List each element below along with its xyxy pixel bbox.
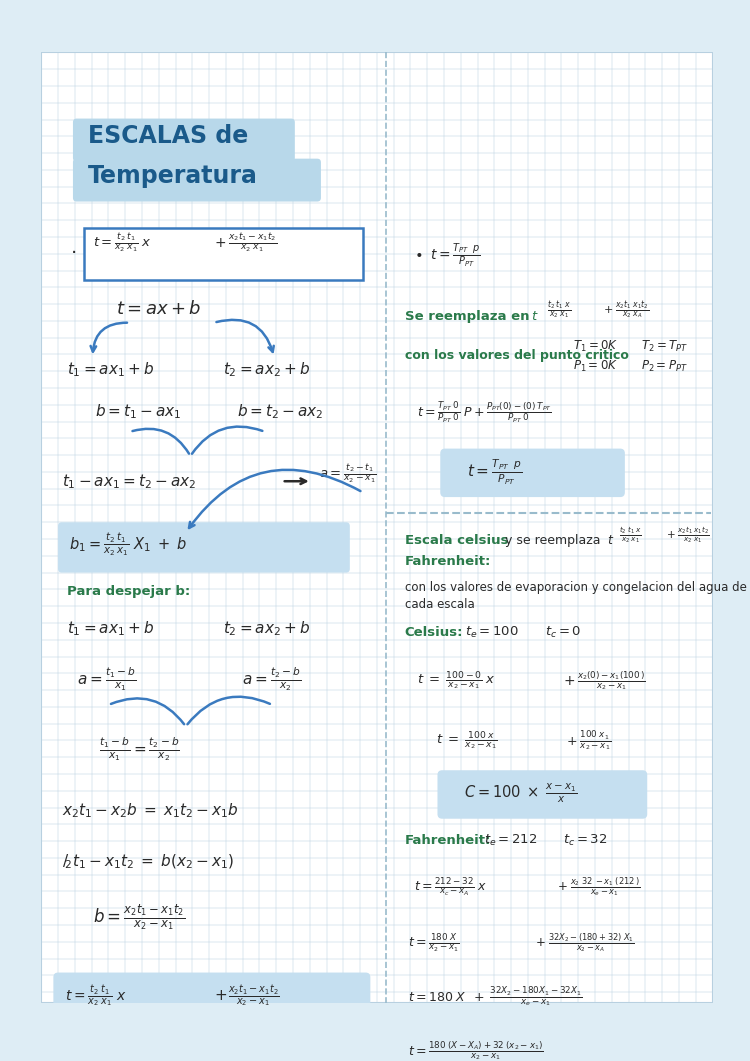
Text: $T_2 = T_{PT}$: $T_2 = T_{PT}$ (640, 338, 688, 353)
Text: $t \;=\; \frac{100\;x}{x_2 - x_1}$: $t \;=\; \frac{100\;x}{x_2 - x_1}$ (436, 730, 497, 752)
FancyBboxPatch shape (73, 159, 321, 202)
Text: $t = \frac{t_2\;t_1}{x_2\;x_1}\;x$: $t = \frac{t_2\;t_1}{x_2\;x_1}\;x$ (65, 984, 127, 1009)
Text: $T_1 = 0K$: $T_1 = 0K$ (573, 338, 618, 353)
Text: $\frac{t_2\;t_1\;x}{x_2\;x_1}$: $\frac{t_2\;t_1\;x}{x_2\;x_1}$ (620, 525, 642, 545)
Text: $+\;\frac{x_2 t_1\;x_1 t_2}{x_2\;x_A}$: $+\;\frac{x_2 t_1\;x_1 t_2}{x_2\;x_A}$ (604, 300, 650, 321)
Text: $t = \frac{t_2\;t_1}{x_2\;x_1}\;x$: $t = \frac{t_2\;t_1}{x_2\;x_1}\;x$ (92, 231, 152, 254)
Text: $t_2 = ax_2 + b$: $t_2 = ax_2 + b$ (223, 620, 310, 638)
Text: $a = \frac{t_2 - b}{x_2}$: $a = \frac{t_2 - b}{x_2}$ (242, 666, 301, 694)
Text: $t_e = 212$: $t_e = 212$ (484, 833, 538, 848)
Text: cada escala: cada escala (405, 597, 475, 611)
Text: Escala celsius: Escala celsius (405, 535, 508, 547)
Text: $t = \frac{180\;X}{x_2 - x_1}$: $t = \frac{180\;X}{x_2 - x_1}$ (408, 932, 459, 954)
Text: $t_c = 0$: $t_c = 0$ (544, 625, 581, 640)
Text: $t \;=\; \frac{100 - 0}{x_2 - x_1}\;x$: $t \;=\; \frac{100 - 0}{x_2 - x_1}\;x$ (417, 669, 496, 692)
Text: $b_1 = \frac{t_2\;t_1}{x_2\;x_1}\;X_1\;+\;b$: $b_1 = \frac{t_2\;t_1}{x_2\;x_1}\;X_1\;+… (69, 532, 188, 558)
Text: $a = \frac{t_1 - b}{x_1}$: $a = \frac{t_1 - b}{x_1}$ (76, 666, 136, 694)
Text: $a = \frac{t_2 - t_1}{x_2 - x_1}$: $a = \frac{t_2 - t_1}{x_2 - x_1}$ (319, 463, 376, 485)
Text: $t = \frac{T_{PT}\;0}{P_{PT}\;0}\;P + \frac{P_{PT}(0) - (0)\;T_{PT}}{P_{PT}\;0}$: $t = \frac{T_{PT}\;0}{P_{PT}\;0}\;P + \f… (417, 401, 552, 425)
Text: $\!\!\!\!/\!_2 t_1 - x_1 t_2 \;=\; b(x_2 - x_1)$: $\!\!\!\!/\!_2 t_1 - x_1 t_2 \;=\; b(x_2… (62, 852, 234, 871)
Text: $t = 180\;X \;\;+\; \frac{32 X_2 - 180 X_1 - 32 X_1}{x_e - x_1}$: $t = 180\;X \;\;+\; \frac{32 X_2 - 180 X… (408, 985, 582, 1009)
Text: $t$: $t$ (531, 310, 538, 323)
Text: $t_1 = ax_1 + b$: $t_1 = ax_1 + b$ (68, 620, 154, 638)
Text: $t_2 = ax_2 + b$: $t_2 = ax_2 + b$ (223, 360, 310, 379)
Text: $C = 100\; \times \;\frac{x - x_1}{x}$: $C = 100\; \times \;\frac{x - x_1}{x}$ (464, 782, 577, 805)
FancyBboxPatch shape (41, 52, 712, 1004)
Text: $\frac{t_2\;t_1\;x}{x_2\;x_1}$: $\frac{t_2\;t_1\;x}{x_2\;x_1}$ (548, 300, 572, 321)
Text: $t = \frac{180\;(X - X_A) + 32\;(x_2 - x_1)}{x_2 - x_1}$: $t = \frac{180\;(X - X_A) + 32\;(x_2 - x… (408, 1040, 544, 1061)
Text: ESCALAS de: ESCALAS de (88, 124, 248, 147)
Text: $+$: $+$ (214, 236, 226, 249)
FancyBboxPatch shape (53, 973, 370, 1025)
Text: $t = \frac{T_{PT}\;\; p}{P_{PT}}$: $t = \frac{T_{PT}\;\; p}{P_{PT}}$ (467, 457, 523, 487)
Text: $+\; \frac{100\;x_1}{x_2 - x_1}$: $+\; \frac{100\;x_1}{x_2 - x_1}$ (566, 730, 611, 753)
Text: Celsius:: Celsius: (405, 626, 464, 639)
Text: $b = \frac{x_2 t_1 - x_1 t_2}{x_2 - x_1}$: $b = \frac{x_2 t_1 - x_1 t_2}{x_2 - x_1}… (92, 903, 184, 933)
Text: $x_2 t_1 - x_2 b \;=\; x_1 t_2 - x_1 b$: $x_2 t_1 - x_2 b \;=\; x_1 t_2 - x_1 b$ (62, 801, 238, 820)
Text: $+\;\frac{x_2 t_1\;x_1 t_2}{x_2\;x_1}$: $+\;\frac{x_2 t_1\;x_1 t_2}{x_2\;x_1}$ (666, 525, 710, 545)
Text: $t = ax + b$: $t = ax + b$ (116, 300, 201, 317)
Text: Fahrenheit:: Fahrenheit: (405, 555, 491, 568)
Text: $\frac{t_1 - b}{x_1} = \frac{t_2 - b}{x_2}$: $\frac{t_1 - b}{x_1} = \frac{t_2 - b}{x_… (99, 736, 180, 763)
Text: ·: · (71, 244, 77, 263)
Text: $t$: $t$ (608, 535, 614, 547)
Text: con los valores de evaporacion y congelacion del agua de: con los valores de evaporacion y congela… (405, 581, 747, 594)
Text: $t_c = 32$: $t_c = 32$ (563, 833, 608, 848)
Text: $P_2 = P_{PT}$: $P_2 = P_{PT}$ (640, 359, 688, 375)
Text: y se reemplaza: y se reemplaza (501, 535, 600, 547)
Text: $b = t_2 - ax_2$: $b = t_2 - ax_2$ (237, 402, 323, 420)
Text: $+\; \frac{x_2\;32\; - x_1\;(212\,)}{x_e - x_1}$: $+\; \frac{x_2\;32\; - x_1\;(212\,)}{x_e… (556, 875, 640, 898)
FancyBboxPatch shape (73, 119, 295, 161)
FancyBboxPatch shape (440, 449, 625, 498)
Text: $t_1 - ax_1 = t_2 - ax_2$: $t_1 - ax_1 = t_2 - ax_2$ (62, 472, 196, 490)
Text: $+$: $+$ (214, 989, 226, 1004)
Text: $\frac{x_2(0) - x_1(100\,)}{x_2 - x_1}$: $\frac{x_2(0) - x_1(100\,)}{x_2 - x_1}$ (578, 669, 646, 692)
Text: $t = \frac{212 - 32}{x_c - x_A}\;x$: $t = \frac{212 - 32}{x_c - x_A}\;x$ (414, 875, 488, 898)
Text: $t_1 = ax_1 + b$: $t_1 = ax_1 + b$ (68, 360, 154, 379)
FancyBboxPatch shape (437, 770, 647, 819)
FancyBboxPatch shape (84, 228, 363, 280)
Text: Se reemplaza en: Se reemplaza en (405, 310, 530, 323)
Text: con los valores del punto critico: con los valores del punto critico (405, 349, 628, 362)
Text: $+$: $+$ (563, 674, 575, 688)
Text: $\frac{x_2 t_1 - x_1 t_2}{x_2 - x_1}$: $\frac{x_2 t_1 - x_1 t_2}{x_2 - x_1}$ (228, 984, 280, 1009)
Text: $\frac{x_2 t_1 - x_1 t_2}{x_2\;x_1}$: $\frac{x_2 t_1 - x_1 t_2}{x_2\;x_1}$ (228, 231, 277, 254)
FancyBboxPatch shape (58, 522, 350, 573)
Text: $P_1 = 0K$: $P_1 = 0K$ (573, 359, 618, 375)
Text: $b = t_1 - ax_1$: $b = t_1 - ax_1$ (95, 402, 182, 420)
Text: Fahrenheit:: Fahrenheit: (405, 834, 491, 847)
Text: $+\; \frac{32 X_2 - (180 + 32)\;X_1}{x_2 - x_A}$: $+\; \frac{32 X_2 - (180 + 32)\;X_1}{x_2… (536, 932, 635, 954)
Text: $t_e = 100$: $t_e = 100$ (466, 625, 519, 640)
Text: $\bullet \;\; t = \frac{T_{PT}\;\; p}{P_{PT}}$: $\bullet \;\; t = \frac{T_{PT}\;\; p}{P_… (414, 242, 481, 269)
Text: Para despejar b:: Para despejar b: (68, 585, 190, 597)
Text: Temperatura: Temperatura (88, 163, 258, 188)
